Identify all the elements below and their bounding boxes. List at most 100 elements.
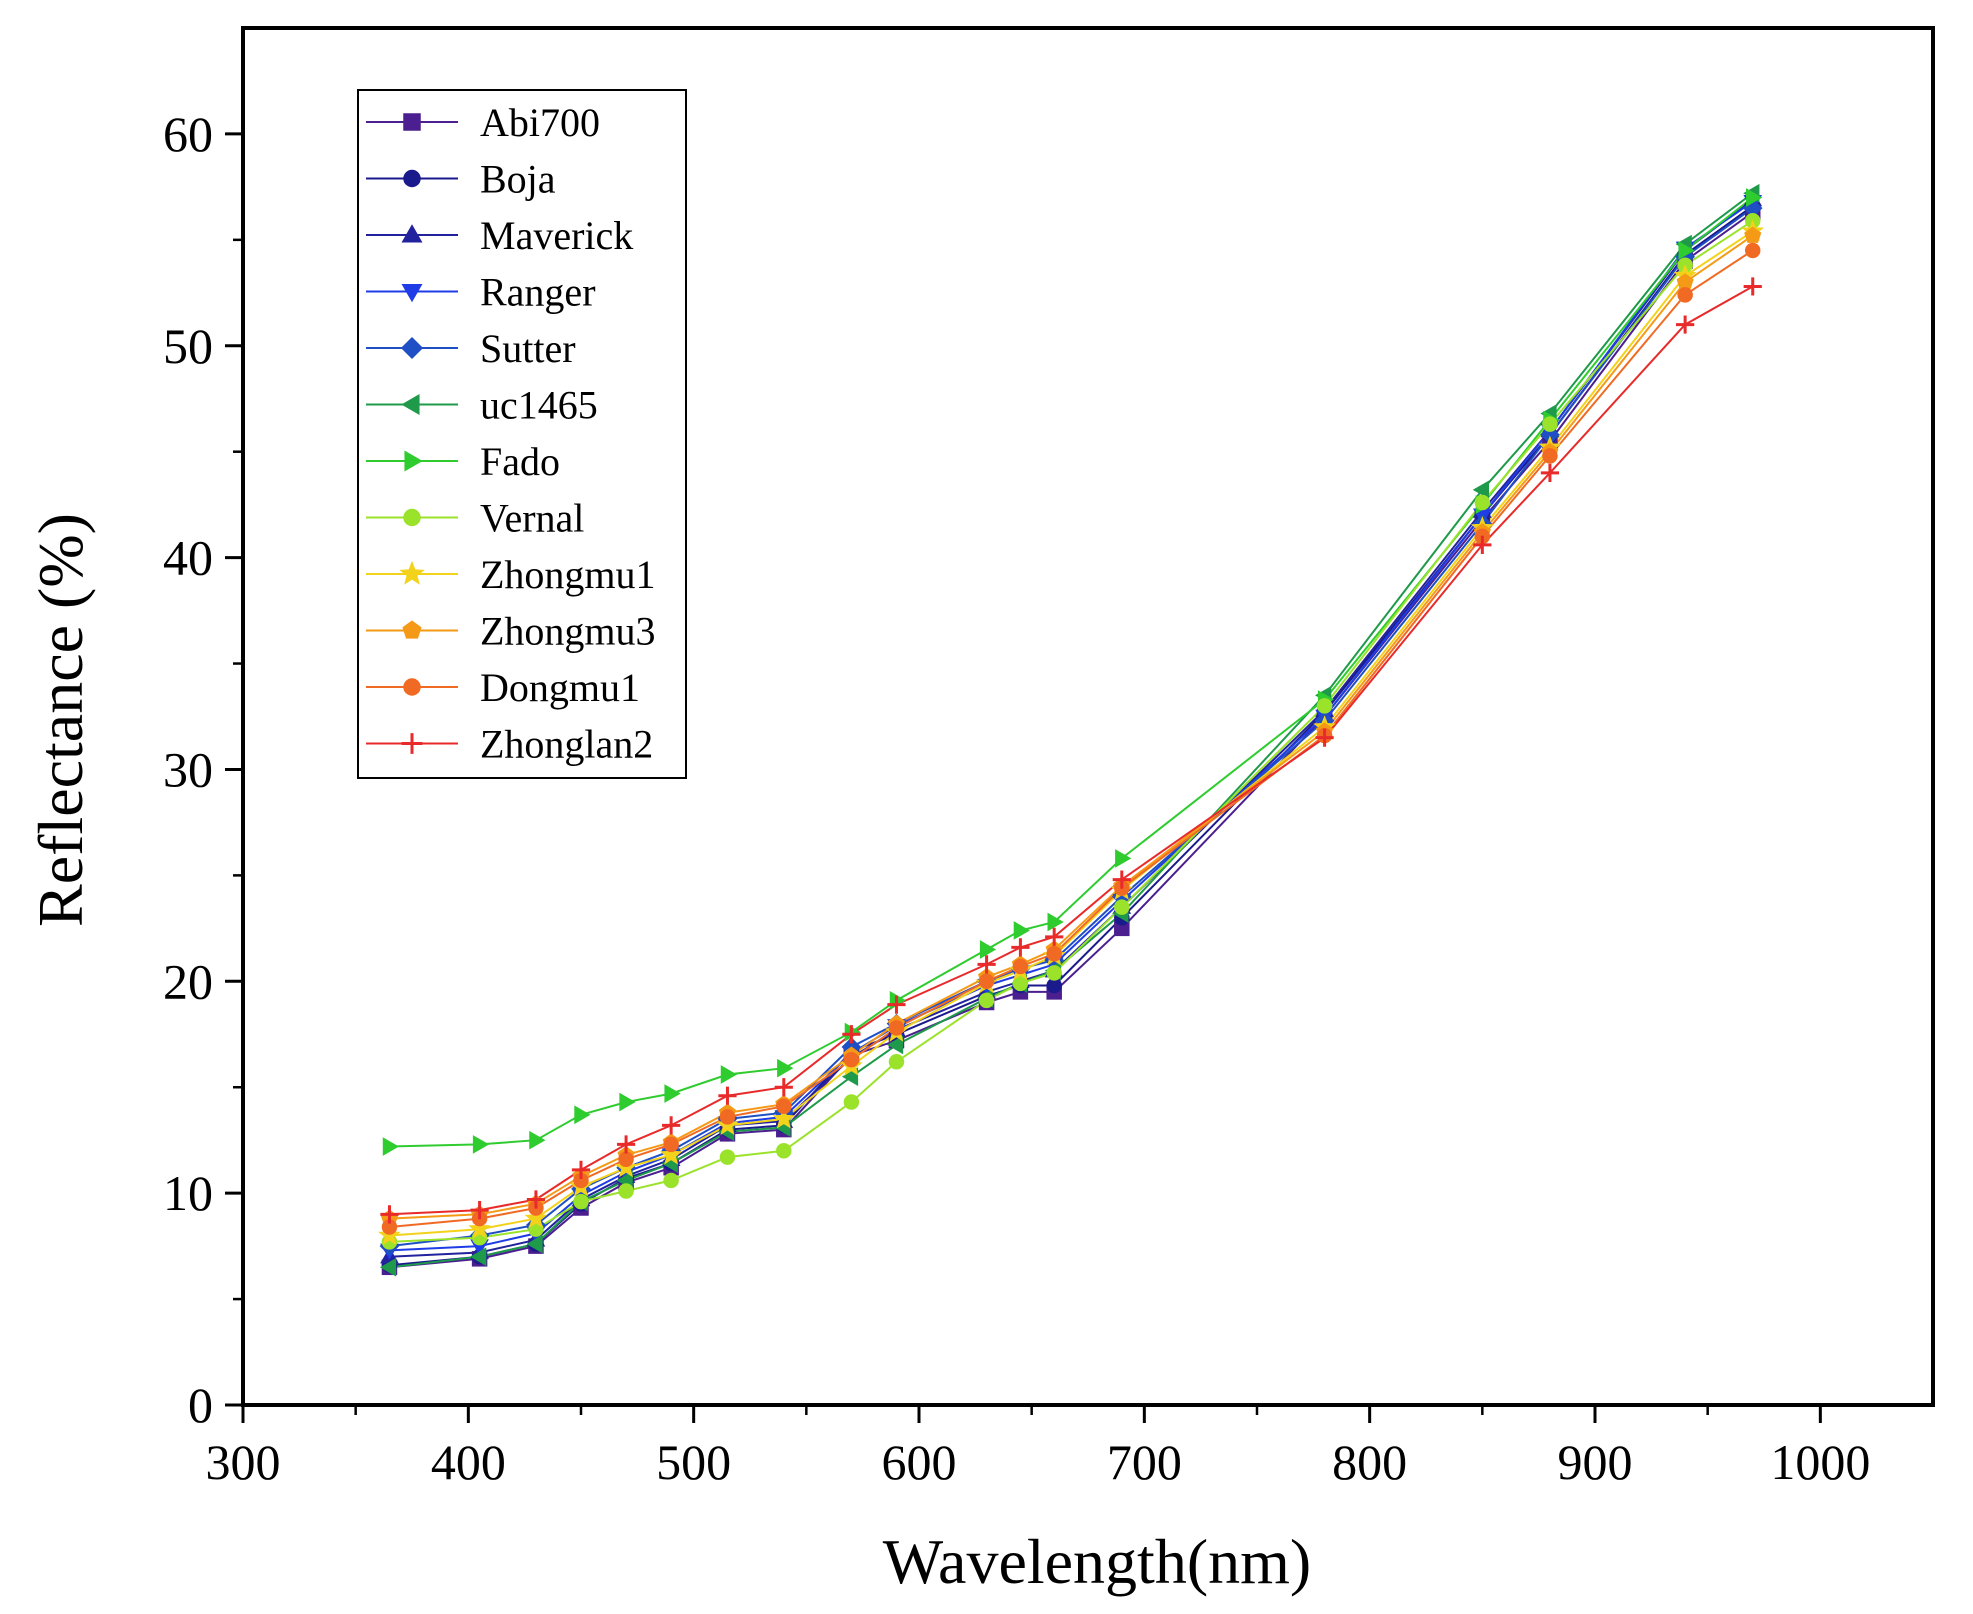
y-tick-label-60: 60	[163, 106, 213, 162]
point-zhonglan2-14	[1315, 728, 1334, 747]
point-fado-3	[574, 1105, 591, 1125]
legend-box	[357, 89, 687, 779]
legend-label-abi700: Abi700	[480, 100, 600, 145]
y-tick-label-40: 40	[163, 530, 213, 586]
point-fado-2	[529, 1130, 546, 1150]
point-vernal-12	[1046, 965, 1062, 981]
y-tick-label-30: 30	[163, 741, 213, 797]
point-fado-10	[979, 940, 997, 959]
legend-label-sutter: Sutter	[480, 326, 576, 371]
x-tick-label-500: 500	[656, 1434, 731, 1490]
point-zhonglan2-1	[470, 1201, 489, 1220]
legend-label-fado: Fado	[480, 439, 560, 484]
point-vernal-9	[888, 1054, 905, 1070]
point-vernal-11	[1012, 975, 1029, 992]
point-zhonglan2-11	[1011, 938, 1030, 957]
point-zhonglan2-16	[1540, 463, 1560, 482]
point-vernal-3	[573, 1193, 589, 1210]
point-fado-1	[472, 1135, 490, 1154]
legend-marker-zhonglan2	[401, 733, 423, 754]
y-tick-label-20: 20	[163, 953, 213, 1009]
point-vernal-8	[843, 1094, 860, 1110]
point-dongmu1-12	[1046, 946, 1062, 962]
point-dongmu1-5	[663, 1136, 679, 1153]
point-fado-17	[1678, 241, 1695, 260]
point-uc1465-15	[1472, 480, 1490, 500]
point-dongmu1-18	[1744, 242, 1761, 259]
point-dongmu1-17	[1677, 287, 1693, 303]
y-tick-label-50: 50	[163, 318, 213, 374]
legend-marker-zhongmu3	[402, 620, 422, 639]
legend-label-dongmu1: Dongmu1	[480, 665, 640, 710]
point-dongmu1-6	[719, 1109, 736, 1125]
x-tick-label-400: 400	[431, 1434, 506, 1490]
point-zhonglan2-2	[526, 1190, 546, 1209]
legend-label-uc1465: uc1465	[480, 383, 598, 428]
point-zhonglan2-15	[1473, 535, 1492, 555]
point-vernal-16	[1542, 416, 1558, 432]
legend-marker-vernal	[403, 508, 421, 527]
point-zhongmu1-2	[524, 1206, 548, 1229]
legend-label-maverick: Maverick	[480, 213, 633, 258]
point-uc1465-2	[526, 1234, 543, 1254]
point-zhonglan2-17	[1676, 315, 1695, 334]
point-boja-12	[1046, 977, 1062, 994]
plot-frame	[241, 26, 1935, 1407]
point-fado-11	[1013, 921, 1030, 940]
point-fado-6	[720, 1065, 738, 1084]
point-fado-12	[1047, 912, 1064, 932]
point-zhonglan2-8	[842, 1025, 861, 1044]
point-fado-5	[664, 1084, 681, 1103]
point-vernal-7	[776, 1143, 792, 1159]
point-vernal-5	[663, 1172, 679, 1189]
x-tick-label-900: 900	[1558, 1434, 1633, 1490]
point-zhonglan2-9	[887, 995, 906, 1014]
point-vernal-15	[1474, 494, 1491, 511]
legend-label-zhongmu3: Zhongmu3	[480, 609, 656, 654]
x-tick-label-800: 800	[1332, 1434, 1407, 1490]
point-dongmu1-10	[978, 973, 995, 990]
legend-label-zhonglan2: Zhonglan2	[480, 722, 653, 767]
point-fado-13	[1115, 849, 1132, 868]
point-dongmu1-4	[618, 1151, 634, 1168]
point-vernal-14	[1316, 698, 1333, 714]
point-zhongmu1-1	[468, 1217, 491, 1239]
legend-marker-maverick	[401, 224, 423, 243]
y-axis-title: Reflectance (%)	[25, 513, 96, 927]
point-zhonglan2-4	[616, 1135, 636, 1154]
x-tick-label-700: 700	[1107, 1434, 1182, 1490]
point-zhonglan2-3	[571, 1160, 591, 1179]
point-fado-7	[777, 1058, 794, 1078]
point-dongmu1-7	[776, 1098, 792, 1115]
point-zhonglan2-18	[1743, 277, 1762, 296]
point-dongmu1-16	[1542, 448, 1558, 464]
legend-marker-zhongmu1	[399, 560, 425, 585]
point-vernal-10	[978, 992, 995, 1009]
legend-marker-sutter	[400, 336, 424, 360]
x-tick-label-300: 300	[206, 1434, 281, 1490]
point-zhonglan2-12	[1045, 927, 1064, 946]
point-zhongmu3-18	[1744, 226, 1762, 243]
y-tick-label-0: 0	[188, 1377, 213, 1433]
x-axis-title: Wavelength(nm)	[883, 1526, 1311, 1597]
point-dongmu1-9	[888, 1020, 905, 1036]
point-zhonglan2-5	[662, 1116, 681, 1135]
point-zhonglan2-7	[774, 1078, 793, 1097]
x-tick-label-600: 600	[882, 1434, 957, 1490]
legend-label-vernal: Vernal	[480, 496, 584, 541]
point-zhonglan2-6	[718, 1086, 737, 1105]
point-dongmu1-8	[843, 1051, 860, 1068]
point-fado-18	[1746, 188, 1763, 207]
legend-marker-dongmu1	[403, 678, 421, 696]
point-vernal-13	[1114, 899, 1130, 915]
point-uc1465-9	[886, 1035, 904, 1055]
point-vernal-6	[719, 1149, 736, 1165]
point-zhonglan2-0	[380, 1205, 399, 1224]
point-uc1465-1	[470, 1247, 487, 1267]
point-zhongmu1-7	[772, 1107, 796, 1129]
point-zhonglan2-13	[1112, 870, 1131, 889]
point-vernal-4	[618, 1183, 634, 1199]
legend-label-zhongmu1: Zhongmu1	[480, 552, 656, 597]
